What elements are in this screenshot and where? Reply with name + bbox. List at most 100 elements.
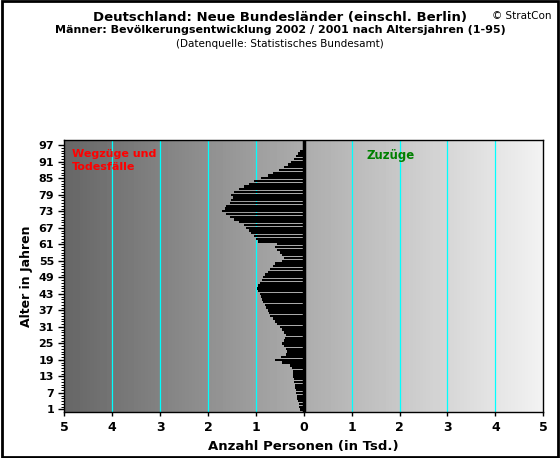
Bar	[226, 213, 304, 215]
Bar	[235, 218, 304, 221]
Bar	[262, 298, 304, 300]
Bar	[268, 174, 304, 177]
Bar	[300, 149, 304, 152]
Bar	[300, 408, 304, 411]
Bar	[298, 403, 304, 405]
Bar	[239, 188, 304, 191]
Text: Deutschland: Neue Bundesländer (einschl. Berlin): Deutschland: Neue Bundesländer (einschl.…	[93, 11, 467, 24]
Bar	[226, 205, 304, 207]
Bar	[297, 397, 304, 400]
Bar	[284, 257, 304, 259]
Bar	[287, 350, 304, 353]
Bar	[293, 370, 304, 372]
Bar	[291, 161, 304, 163]
Bar	[261, 177, 304, 180]
Bar	[233, 196, 304, 199]
Bar	[296, 392, 304, 394]
Text: (Datenquelle: Statistisches Bundesamt): (Datenquelle: Statistisches Bundesamt)	[176, 39, 384, 49]
Bar	[267, 306, 304, 309]
Bar	[284, 337, 304, 339]
Bar	[244, 224, 304, 226]
Bar	[298, 152, 304, 155]
Text: Männer: Bevölkerungsentwicklung 2002 / 2001 nach Altersjahren (1-95): Männer: Bevölkerungsentwicklung 2002 / 2…	[55, 25, 505, 35]
Bar	[275, 320, 304, 322]
X-axis label: Anzahl Personen (in Tsd.): Anzahl Personen (in Tsd.)	[208, 440, 399, 453]
Bar	[284, 166, 304, 169]
Bar	[249, 183, 304, 185]
Bar	[258, 290, 304, 292]
Bar	[280, 251, 304, 254]
Bar	[225, 207, 304, 210]
Bar	[284, 339, 304, 342]
Bar	[268, 271, 304, 273]
Bar	[294, 381, 304, 383]
Bar	[231, 194, 304, 196]
Bar	[281, 356, 304, 358]
Bar	[257, 287, 304, 289]
Bar	[286, 353, 304, 355]
Text: © StratCon: © StratCon	[492, 11, 552, 22]
Bar	[273, 317, 304, 320]
Bar	[297, 394, 304, 397]
Bar	[293, 372, 304, 375]
Bar	[294, 378, 304, 380]
Bar	[284, 331, 304, 333]
Y-axis label: Alter in Jahren: Alter in Jahren	[20, 225, 32, 327]
Bar	[275, 359, 304, 361]
Bar	[277, 249, 304, 251]
Bar	[249, 229, 304, 232]
Bar	[270, 315, 304, 317]
Bar	[280, 326, 304, 328]
Bar	[268, 309, 304, 311]
Bar	[269, 312, 304, 314]
Bar	[273, 265, 304, 267]
Bar	[256, 238, 304, 240]
Bar	[235, 191, 304, 193]
Bar	[299, 405, 304, 408]
Bar	[296, 389, 304, 391]
Bar	[258, 240, 304, 243]
Bar	[277, 243, 304, 245]
Bar	[296, 155, 304, 158]
Bar	[254, 235, 304, 237]
Bar	[284, 345, 304, 347]
Bar	[263, 276, 304, 278]
Bar	[263, 301, 304, 303]
Bar	[282, 342, 304, 344]
Bar	[291, 364, 304, 366]
Bar	[282, 361, 304, 364]
Bar	[251, 232, 304, 234]
Bar	[282, 260, 304, 262]
Bar	[293, 375, 304, 377]
Bar	[261, 295, 304, 298]
Bar	[277, 323, 304, 325]
Text: Zuzüge: Zuzüge	[366, 149, 414, 162]
Bar	[275, 246, 304, 248]
Bar	[230, 202, 304, 204]
Bar	[270, 268, 304, 270]
Bar	[262, 279, 304, 281]
Bar	[297, 400, 304, 403]
Bar	[292, 367, 304, 369]
Bar	[265, 304, 304, 306]
Bar	[260, 293, 304, 295]
Bar	[295, 383, 304, 386]
Text: Wegzüge und
Todesfälle: Wegzüge und Todesfälle	[72, 149, 156, 172]
Bar	[279, 169, 304, 171]
Bar	[246, 227, 304, 229]
Bar	[286, 348, 304, 350]
Bar	[222, 210, 304, 213]
Bar	[273, 172, 304, 174]
Bar	[230, 216, 304, 218]
Bar	[239, 221, 304, 224]
Bar	[254, 180, 304, 182]
Bar	[265, 273, 304, 276]
Bar	[244, 185, 304, 188]
Bar	[260, 282, 304, 284]
Bar	[295, 386, 304, 388]
Bar	[294, 158, 304, 160]
Bar	[282, 254, 304, 256]
Bar	[275, 262, 304, 265]
Bar	[231, 199, 304, 202]
Bar	[282, 328, 304, 331]
